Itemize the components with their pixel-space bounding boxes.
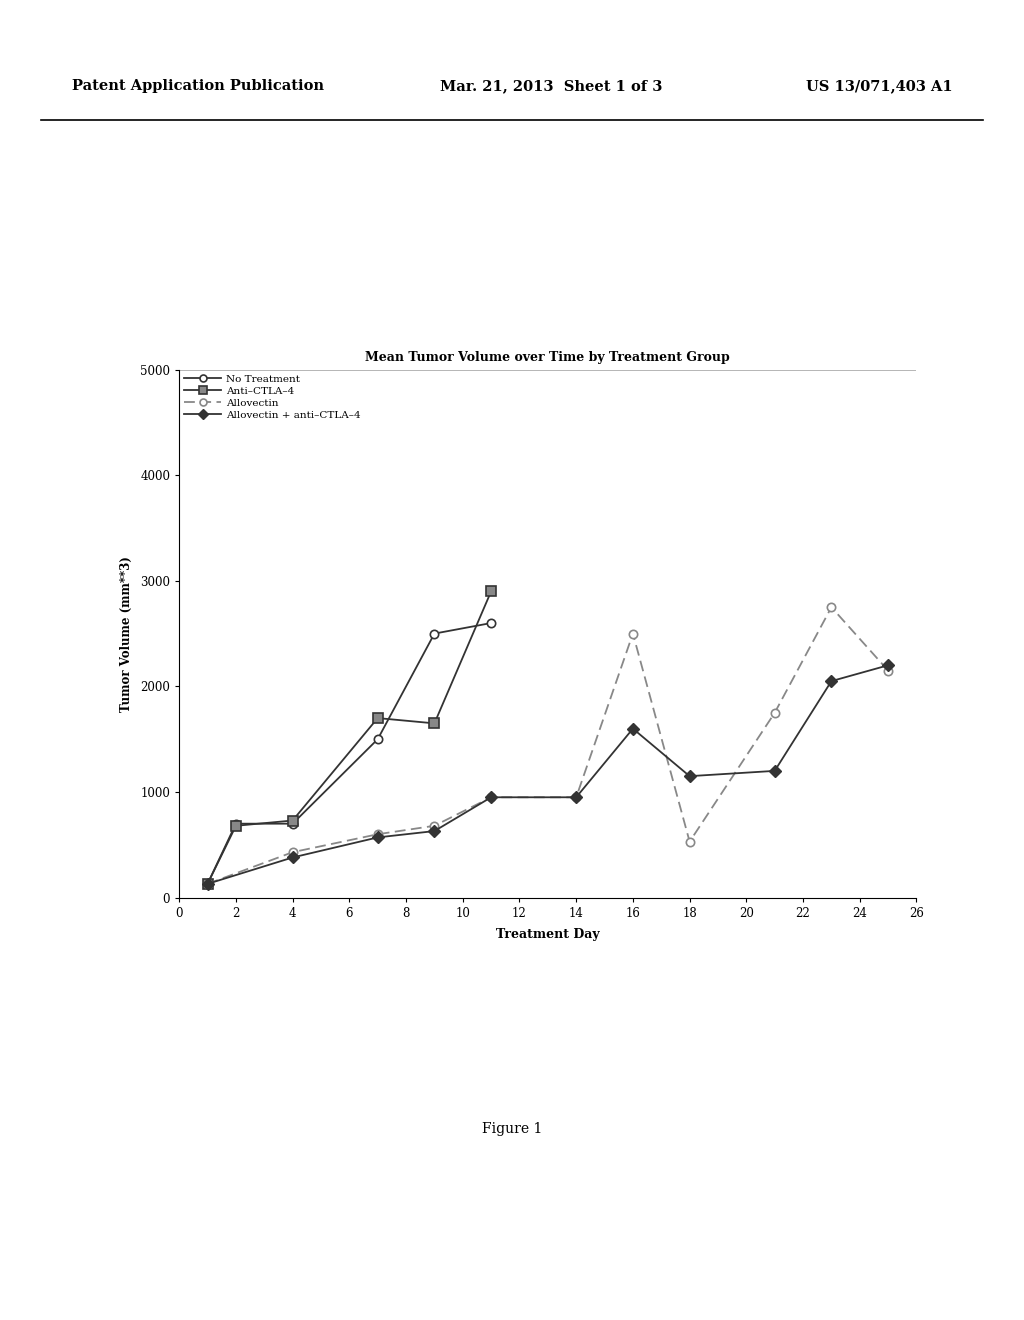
Allovectin [769, 705, 781, 721]
Line: Anti–CTLA–4: Anti–CTLA–4 [203, 586, 496, 888]
Allovectin + anti–CTLA–4 [683, 768, 695, 784]
Allovectin + anti–CTLA–4 [428, 824, 440, 840]
Y-axis label: Tumor Volume (mm**3): Tumor Volume (mm**3) [120, 556, 133, 711]
No Treatment [287, 816, 299, 832]
Allovectin + anti–CTLA–4 [882, 657, 894, 673]
Allovectin [627, 626, 639, 642]
No Treatment [229, 816, 242, 832]
Text: Figure 1: Figure 1 [482, 1122, 542, 1135]
No Treatment [372, 731, 384, 747]
Anti–CTLA–4 [287, 813, 299, 829]
Anti–CTLA–4 [202, 876, 214, 892]
No Treatment [202, 876, 214, 892]
Allovectin + anti–CTLA–4 [825, 673, 838, 689]
Allovectin [570, 789, 583, 805]
Legend: No Treatment, Anti–CTLA–4, Allovectin, Allovectin + anti–CTLA–4: No Treatment, Anti–CTLA–4, Allovectin, A… [184, 375, 360, 420]
Allovectin + anti–CTLA–4 [627, 721, 639, 737]
No Treatment [428, 626, 440, 642]
Allovectin [485, 789, 498, 805]
Allovectin + anti–CTLA–4 [202, 876, 214, 892]
Line: No Treatment: No Treatment [204, 619, 496, 888]
Anti–CTLA–4 [428, 715, 440, 731]
Allovectin [202, 876, 214, 892]
Allovectin + anti–CTLA–4 [287, 850, 299, 866]
Text: US 13/071,403 A1: US 13/071,403 A1 [806, 79, 952, 92]
Title: Mean Tumor Volume over Time by Treatment Group: Mean Tumor Volume over Time by Treatment… [366, 351, 730, 364]
Allovectin + anti–CTLA–4 [769, 763, 781, 779]
Anti–CTLA–4 [485, 583, 498, 599]
Allovectin [882, 663, 894, 678]
Line: Allovectin + anti–CTLA–4: Allovectin + anti–CTLA–4 [204, 661, 892, 888]
X-axis label: Treatment Day: Treatment Day [496, 928, 600, 941]
Allovectin [825, 599, 838, 615]
Allovectin + anti–CTLA–4 [372, 829, 384, 845]
Allovectin [428, 818, 440, 834]
Anti–CTLA–4 [372, 710, 384, 726]
Allovectin [372, 826, 384, 842]
Allovectin [683, 834, 695, 850]
Line: Allovectin: Allovectin [204, 603, 892, 888]
Allovectin [287, 845, 299, 861]
Anti–CTLA–4 [229, 818, 242, 834]
Text: Mar. 21, 2013  Sheet 1 of 3: Mar. 21, 2013 Sheet 1 of 3 [440, 79, 663, 92]
Text: Patent Application Publication: Patent Application Publication [72, 79, 324, 92]
Allovectin + anti–CTLA–4 [485, 789, 498, 805]
Allovectin + anti–CTLA–4 [570, 789, 583, 805]
No Treatment [485, 615, 498, 631]
